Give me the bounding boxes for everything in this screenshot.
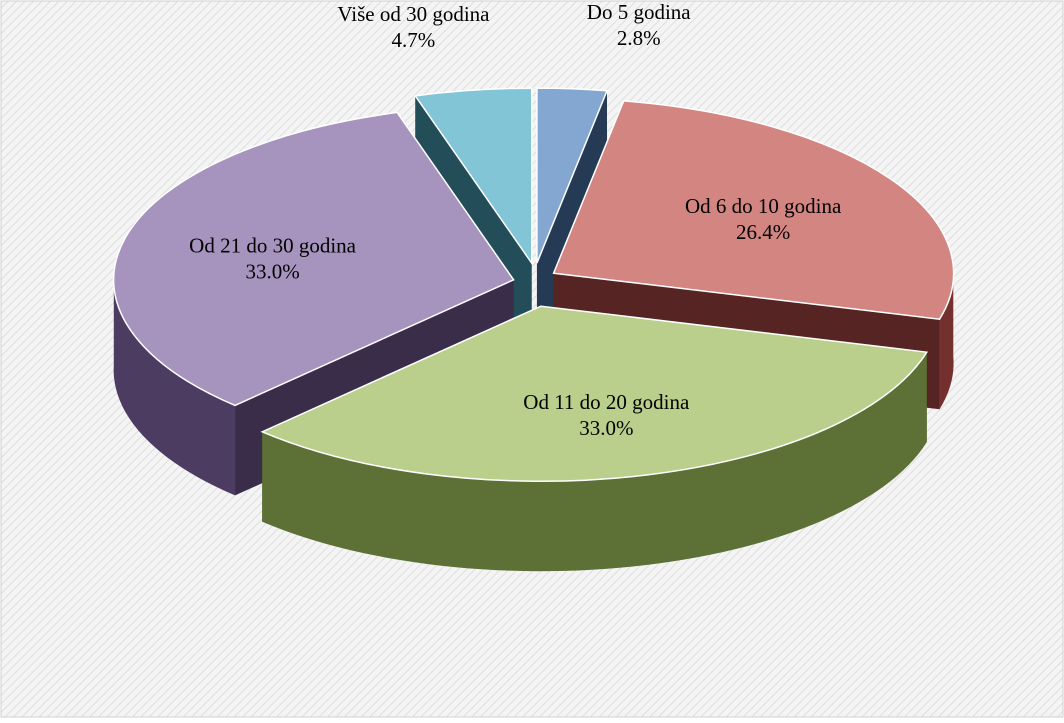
slice-top — [260, 305, 929, 482]
data-label-value: 26.4% — [736, 220, 790, 244]
slice-side — [113, 274, 236, 496]
data-label-category: Od 11 do 20 godina — [523, 390, 690, 414]
slice-side — [939, 266, 954, 410]
slice-top — [536, 87, 609, 264]
slice-top — [112, 111, 515, 407]
data-label-value: 2.8% — [617, 26, 661, 50]
data-label-category: Od 6 do 10 godina — [685, 194, 842, 218]
data-label-category: Od 21 do 30 godina — [189, 233, 357, 257]
slice-top — [552, 100, 955, 320]
data-label-value: 33.0% — [245, 259, 299, 283]
data-label-value: 4.7% — [392, 28, 436, 52]
data-label-category: Više od 30 godina — [337, 2, 490, 26]
data-label-value: 33.0% — [579, 416, 633, 440]
slice-side — [262, 352, 927, 572]
slice-top — [413, 87, 533, 266]
slice — [260, 305, 929, 572]
data-label-category: Do 5 godina — [587, 0, 692, 24]
